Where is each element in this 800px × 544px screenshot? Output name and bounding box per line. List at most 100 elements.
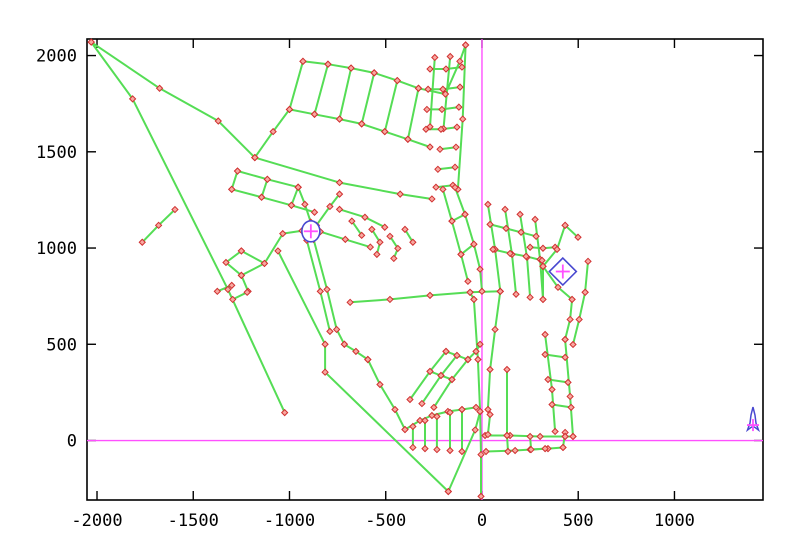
- road-node-marker: [476, 265, 484, 273]
- road-node-marker: [426, 143, 434, 151]
- road-polyline: [260, 178, 269, 199]
- road-node-marker: [561, 432, 569, 441]
- road-node-marker: [574, 233, 582, 241]
- road-polyline: [460, 243, 475, 256]
- road-node-marker: [228, 281, 236, 290]
- road-node-marker: [280, 408, 289, 417]
- road-node-marker: [393, 76, 401, 85]
- road-node-marker: [426, 291, 434, 300]
- road-polyline: [547, 378, 569, 384]
- road-node-marker: [458, 405, 466, 414]
- road-node-marker: [539, 262, 547, 271]
- x-axis-tick-label: 0: [477, 511, 487, 531]
- road-node-marker: [575, 315, 583, 324]
- road-node-marker: [561, 335, 569, 344]
- road-node-marker: [453, 351, 461, 360]
- road-polyline: [584, 260, 589, 294]
- road-node-marker: [428, 195, 436, 203]
- road-node-marker: [561, 353, 569, 362]
- road-node-marker: [442, 65, 450, 73]
- y-axis-tick-label: 2000: [36, 47, 77, 67]
- road-node-marker: [539, 244, 547, 252]
- road-node-marker: [432, 183, 440, 191]
- road-node-marker: [421, 416, 429, 425]
- road-node-marker: [409, 238, 417, 246]
- road-node-marker: [423, 105, 431, 114]
- road-node-marker: [228, 185, 236, 194]
- road-node-marker: [433, 412, 441, 421]
- road-node-marker: [476, 340, 484, 348]
- road-node-marker: [491, 325, 499, 334]
- road-node-marker: [544, 375, 552, 384]
- road-polyline: [486, 290, 502, 411]
- road-polyline: [288, 60, 304, 111]
- road-node-marker: [274, 247, 282, 255]
- road-node-marker: [551, 427, 559, 436]
- road-node-marker: [128, 95, 137, 103]
- road-node-marker: [459, 115, 467, 123]
- road-node-marker: [421, 444, 429, 453]
- road-node-marker: [569, 432, 577, 441]
- road-node-marker: [326, 327, 334, 336]
- road-node-marker: [287, 201, 296, 210]
- road-node-marker: [446, 446, 454, 455]
- road-node-marker: [301, 200, 309, 209]
- road-node-marker: [310, 208, 319, 216]
- road-polyline: [406, 87, 420, 141]
- road-node-marker: [439, 85, 447, 93]
- road-node-marker: [478, 287, 486, 296]
- road-node-marker: [448, 217, 456, 225]
- road-polyline: [240, 274, 250, 293]
- road-node-marker: [364, 355, 372, 364]
- road-node-marker: [257, 193, 266, 201]
- road-node-marker: [517, 228, 525, 236]
- road-node-marker: [548, 385, 556, 394]
- x-axis-tick-label: -1000: [264, 511, 315, 531]
- circle-cross-marker: [301, 219, 321, 243]
- road-node-marker: [472, 347, 480, 356]
- road-node-marker: [476, 407, 484, 416]
- road-node-marker: [154, 221, 163, 230]
- road-node-marker: [566, 315, 574, 324]
- road-node-marker: [504, 447, 512, 456]
- road-node-marker: [584, 257, 592, 266]
- road-node-marker: [455, 103, 463, 111]
- road-polyline: [564, 224, 579, 239]
- road-node-marker: [381, 223, 389, 231]
- road-node-marker: [361, 213, 369, 221]
- road-node-marker: [260, 259, 269, 268]
- road-node-markers: [87, 38, 592, 501]
- road-node-marker: [456, 83, 464, 91]
- road-node-marker: [581, 288, 589, 297]
- road-node-marker: [438, 105, 446, 114]
- road-node-marker: [477, 492, 485, 501]
- road-node-marker: [370, 69, 378, 77]
- road-node-marker: [527, 445, 535, 454]
- road-node-marker: [341, 235, 350, 244]
- road-node-marker: [422, 125, 430, 133]
- road-node-marker: [426, 367, 434, 376]
- road-node-marker: [458, 63, 466, 71]
- road-polyline: [225, 249, 266, 277]
- road-polyline: [544, 353, 567, 359]
- road-node-marker: [457, 250, 465, 259]
- road-node-marker: [348, 217, 356, 225]
- road-node-marker: [531, 215, 539, 224]
- road-node-marker: [416, 416, 424, 425]
- road-node-marker: [559, 443, 567, 452]
- road-polyline: [230, 188, 316, 214]
- road-node-marker: [489, 245, 497, 254]
- road-node-marker: [439, 185, 447, 194]
- road-node-marker: [381, 127, 389, 136]
- road-polyline: [360, 71, 376, 125]
- road-polyline: [313, 63, 329, 116]
- road-node-marker: [484, 405, 492, 414]
- road-node-marker: [452, 143, 460, 151]
- road-node-marker: [414, 84, 423, 92]
- road-node-marker: [466, 288, 474, 297]
- road-node-marker: [386, 295, 394, 304]
- road-node-marker: [486, 220, 494, 229]
- road-node-marker: [486, 365, 494, 374]
- road-node-marker: [294, 183, 302, 191]
